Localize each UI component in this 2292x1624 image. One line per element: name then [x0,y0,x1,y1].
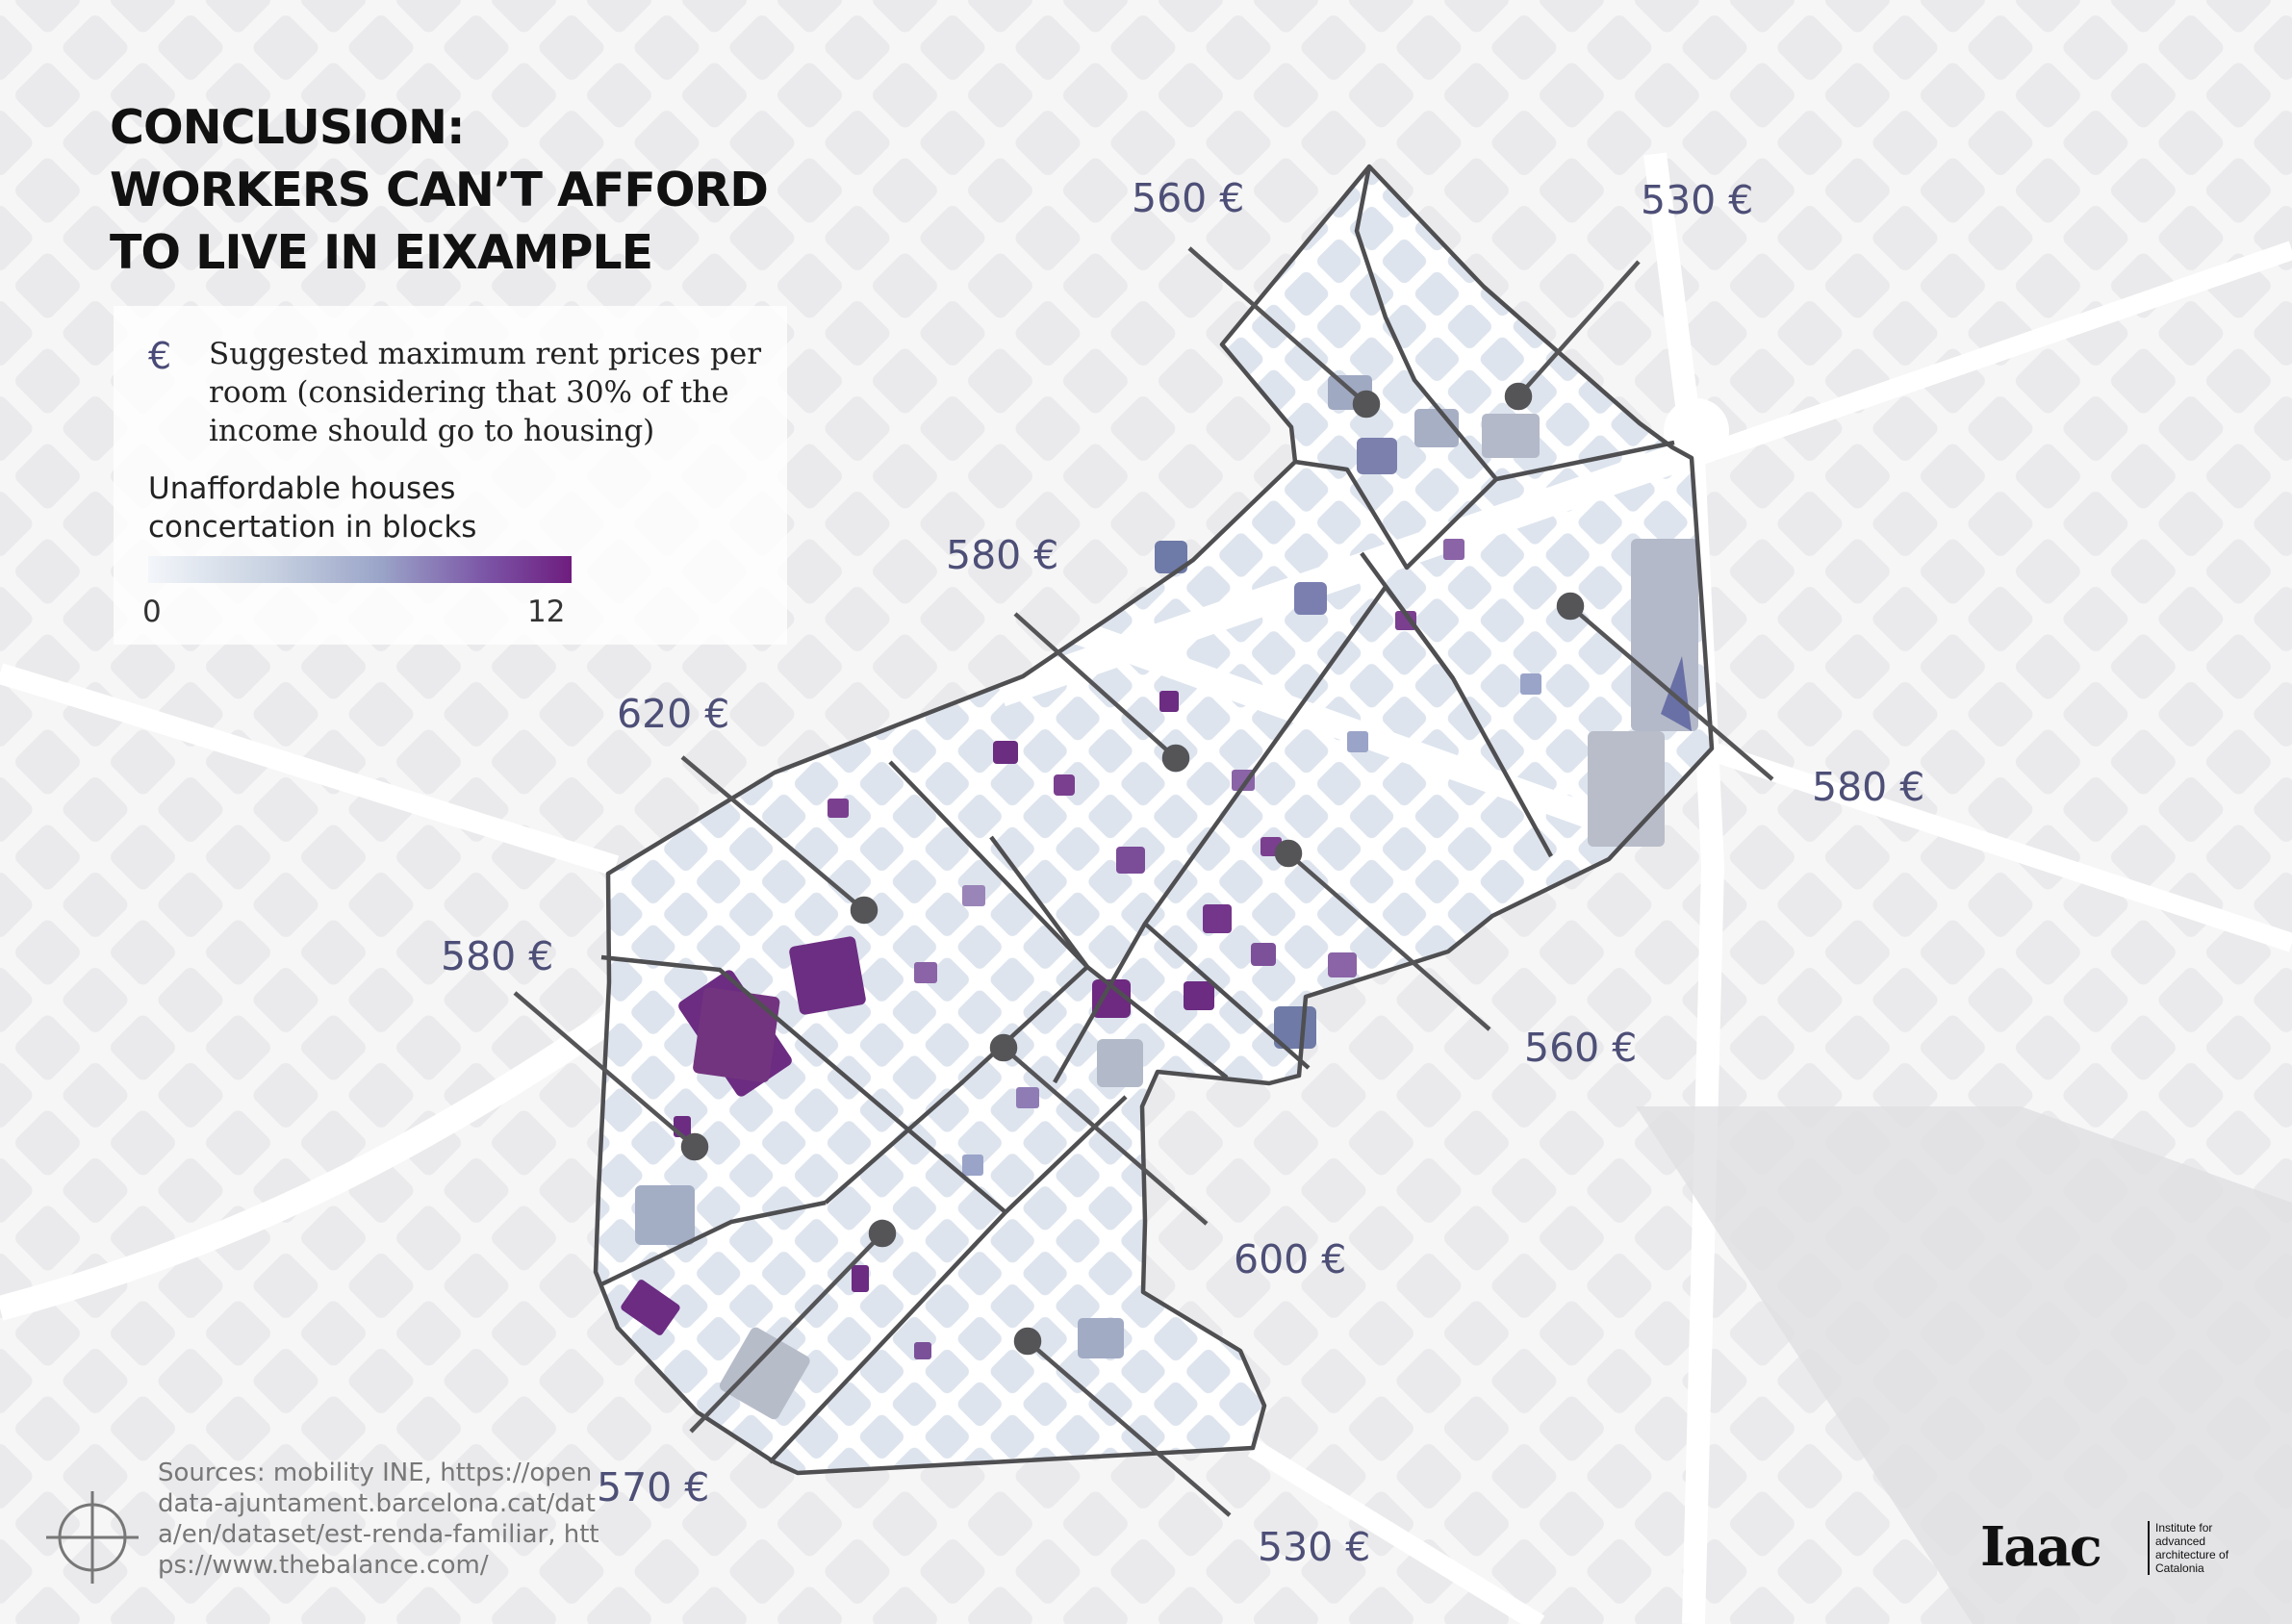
legend-description: Suggested maximum rent prices per room (… [209,337,762,448]
price-label-west: 580 € [441,933,554,979]
dot-east [1556,592,1585,621]
dot-center-south [989,1033,1018,1062]
price-label-south-east: 560 € [1524,1025,1638,1071]
leader-south-west [689,1231,884,1434]
leader-north-east [1516,260,1641,398]
leader-south-east [1286,851,1491,1031]
price-label-south-west: 570 € [597,1464,710,1510]
euro-icon: € [148,335,172,377]
legend-ramp-min: 0 [142,595,162,629]
dot-south-east [1274,839,1303,868]
dot-north-east [1504,382,1533,411]
dot-north-west [1352,390,1381,419]
leader-upper-middle [1013,612,1178,760]
leader-north-west [1187,246,1368,406]
legend-panel: € Suggested maximum rent prices per room… [114,306,787,645]
iaac-logo: Iaac Institute for advanced architecture… [1980,1515,2230,1581]
district-borders [593,164,1715,1476]
legend-ramp-max: 12 [527,595,566,629]
price-label-center-south: 600 € [1234,1236,1347,1282]
dot-upper-middle [1161,744,1190,773]
legend-unaffordable-label: Unaffordable houses concertation in bloc… [148,471,477,545]
title-line-1: CONCLUSION: [110,100,466,155]
compass-icon [46,1491,139,1584]
title-line-2: WORKERS CAN’T AFFORD [110,163,769,217]
dot-south-west [868,1219,897,1248]
logo-tagline: Institute for advanced architecture of C… [2155,1521,2229,1575]
logo-divider [2148,1521,2150,1575]
price-label-south: 530 € [1258,1524,1371,1570]
dot-west-upper [850,896,879,925]
title-line-3: TO LIVE IN EIXAMPLE [110,225,653,280]
leader-east [1568,604,1774,781]
legend-color-ramp [148,556,572,583]
price-label-north-east: 530 € [1641,177,1754,223]
dot-south [1013,1327,1042,1356]
price-label-upper-middle: 580 € [946,532,1059,578]
leader-west [513,991,697,1149]
page-title: CONCLUSION: WORKERS CAN’T AFFORD TO LIVE… [110,96,769,284]
price-label-north-west: 560 € [1132,175,1245,221]
sources-note: Sources: mobility INE, https://opendata-… [158,1459,599,1580]
leader-center-south [1002,1046,1209,1226]
dot-west [680,1132,709,1161]
price-label-east: 580 € [1812,764,1925,810]
price-leaders [513,246,1774,1517]
leader-south [1026,1339,1232,1517]
leader-west-upper [680,755,866,912]
logo-brand: Iaac [1980,1515,2102,1579]
unaffordable-blocks [621,375,1698,1420]
price-label-west-upper: 620 € [617,691,730,737]
